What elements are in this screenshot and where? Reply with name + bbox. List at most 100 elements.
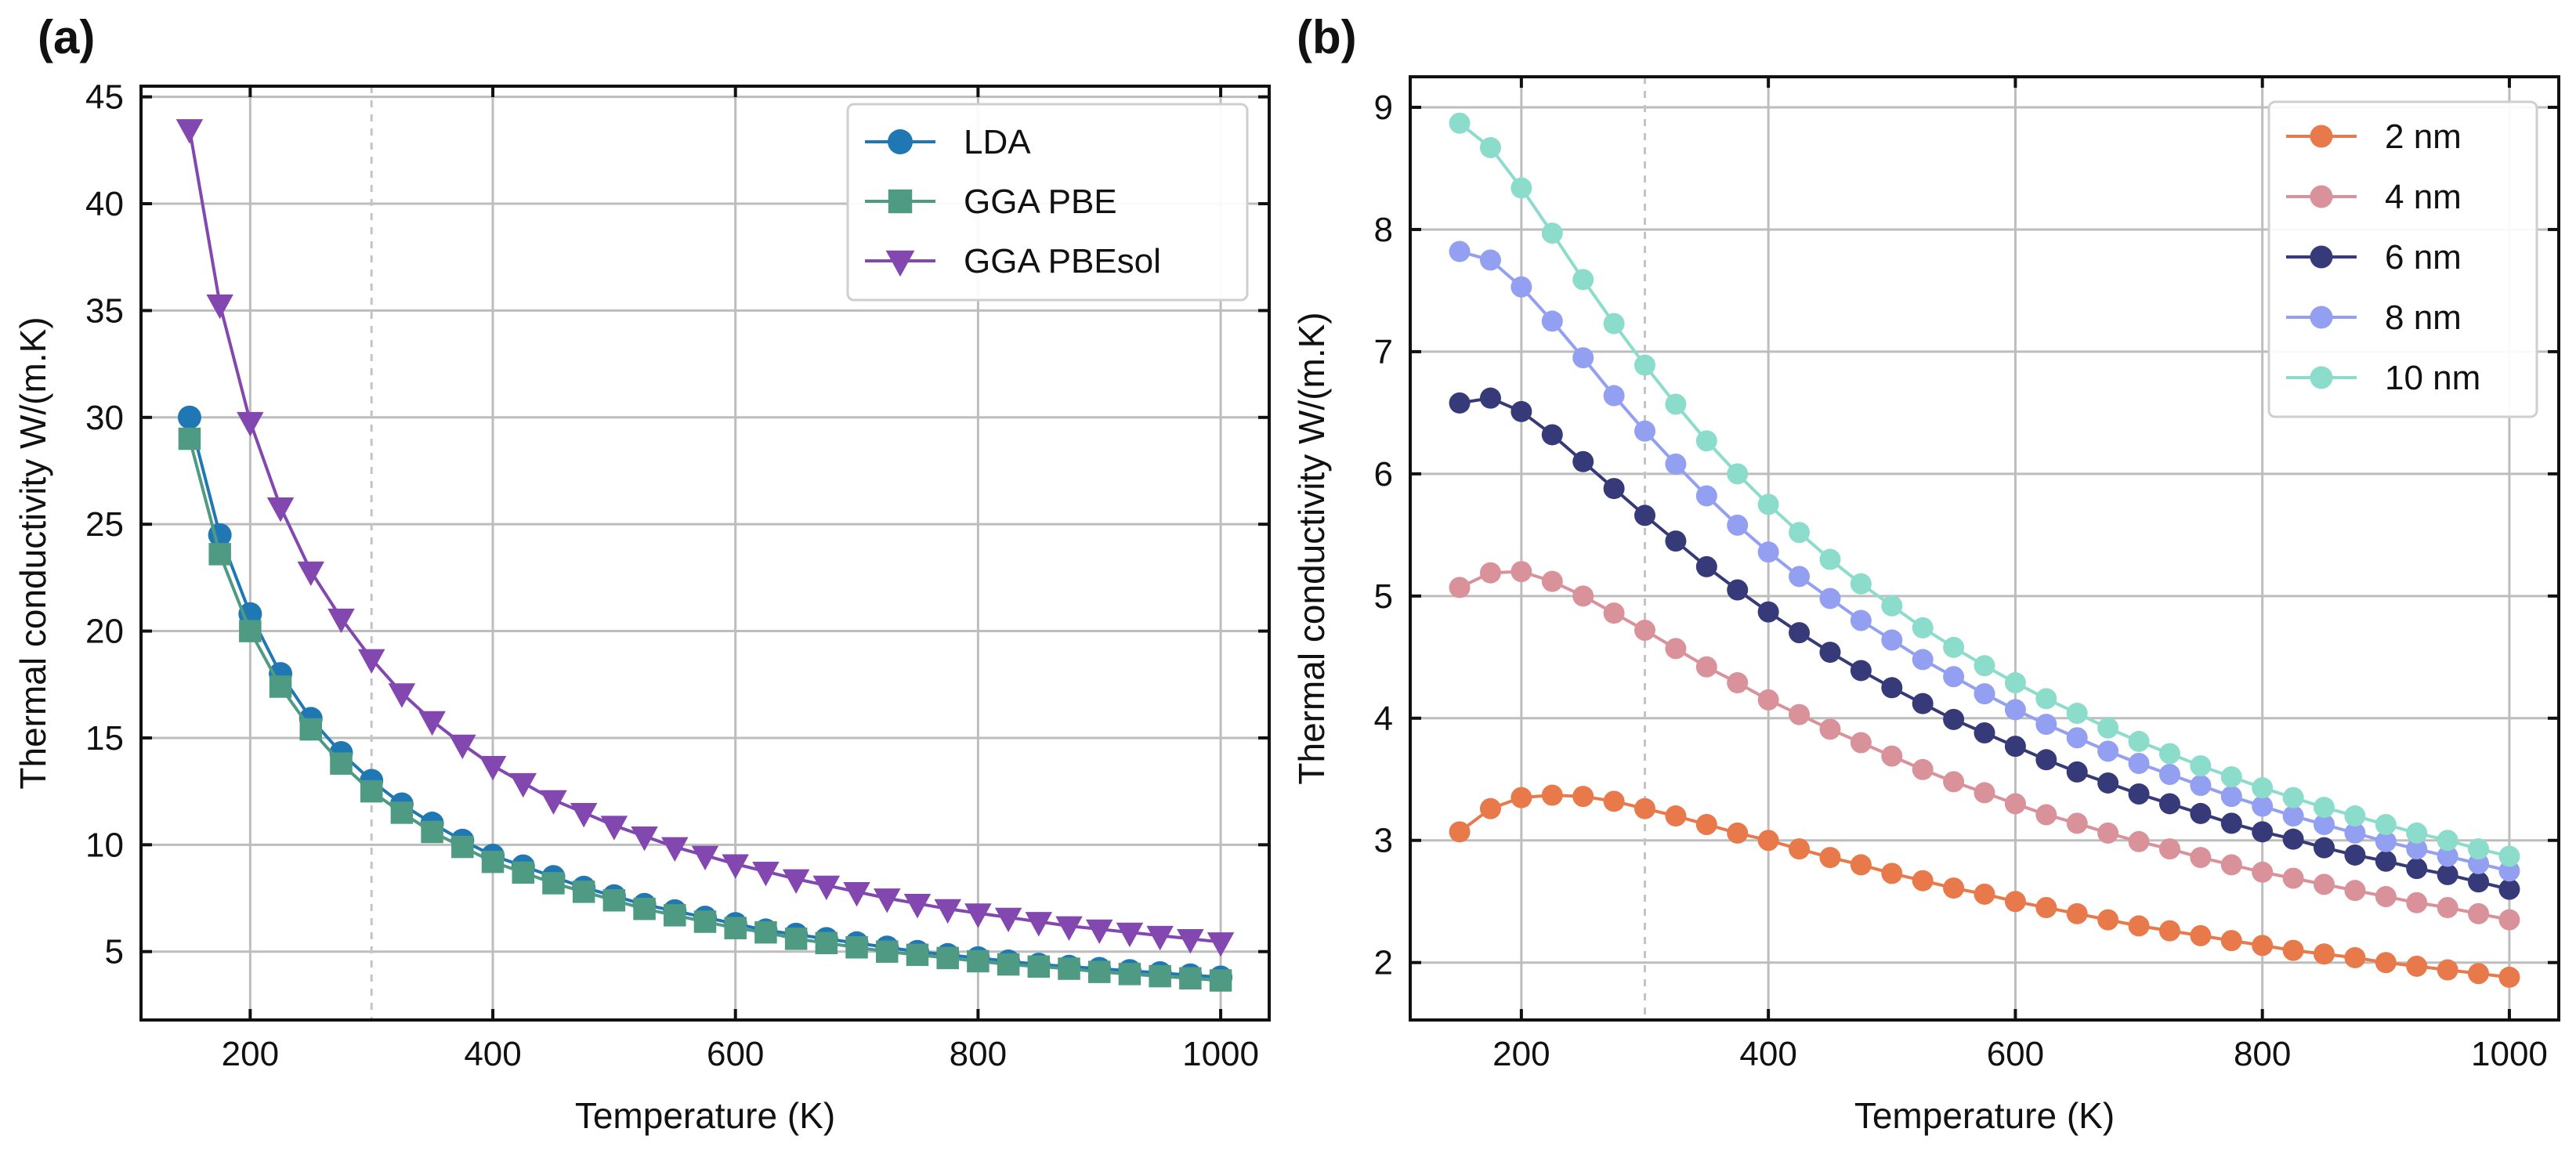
legend-label-gga-pbe: GGA PBE — [964, 183, 1117, 221]
data-point-4-nm — [2313, 873, 2335, 895]
data-point-8-nm — [1757, 541, 1779, 563]
data-point-gga-pbesol — [903, 893, 932, 919]
data-point-10-nm — [1634, 354, 1656, 376]
data-point-6-nm — [1479, 387, 1501, 409]
y-tick-label: 8 — [1374, 211, 1393, 249]
data-point-6-nm — [2097, 772, 2119, 794]
data-point-8-nm — [2158, 764, 2180, 786]
data-point-10-nm — [2004, 672, 2026, 694]
data-point-6-nm — [1881, 677, 1903, 699]
data-point-10-nm — [1850, 573, 1872, 595]
ticks-a: 200 400 600 800 1000 5 10 15 20 25 30 35 40 45 — [85, 78, 1269, 1073]
data-point-6-nm — [1943, 708, 1965, 730]
legend-label-gga-pbesol: GGA PBEsol — [964, 242, 1161, 280]
x-axis-label-b: Temperature (K) — [1854, 1095, 2115, 1136]
data-point-6-nm — [2128, 783, 2150, 805]
data-point-6-nm — [2468, 871, 2490, 893]
data-point-8-nm — [1572, 347, 1594, 369]
legend-marker-6-nm — [2310, 245, 2333, 269]
data-point-8-nm — [2375, 830, 2397, 852]
data-point-4-nm — [1511, 561, 1532, 583]
data-point-8-nm — [1695, 485, 1717, 507]
data-point-2-nm — [1449, 821, 1471, 843]
data-point-8-nm — [2190, 775, 2212, 797]
data-point-gga-pbe — [997, 953, 1020, 976]
data-point-4-nm — [1695, 656, 1717, 678]
data-point-6-nm — [2375, 850, 2397, 872]
data-point-2-nm — [2035, 897, 2057, 919]
data-point-8-nm — [2437, 845, 2458, 867]
data-point-gga-pbe — [1058, 957, 1080, 980]
y-axis-label-b: Thermal conductivity W/(m.K) — [1291, 312, 1332, 784]
data-point-10-nm — [1819, 548, 1841, 570]
data-point-gga-pbesol — [509, 772, 537, 798]
data-point-8-nm — [1449, 241, 1471, 262]
data-point-10-nm — [1943, 636, 1965, 658]
y-tick-label: 2 — [1374, 944, 1393, 982]
x-tick-label: 800 — [2234, 1035, 2291, 1073]
data-point-gga-pbe — [481, 850, 505, 873]
data-point-2-nm — [1665, 805, 1687, 827]
x-tick-label: 600 — [707, 1035, 764, 1073]
data-point-10-nm — [1479, 136, 1501, 158]
legend-a: LDA GGA PBE GGA PBEsol — [846, 103, 1249, 302]
legend-marker-4-nm — [2310, 185, 2333, 208]
data-point-6-nm — [1541, 424, 1563, 446]
data-point-6-nm — [2190, 802, 2212, 824]
plot-frame-a — [139, 85, 1271, 1022]
data-point-8-nm — [2252, 795, 2274, 817]
data-point-gga-pbesol — [237, 411, 264, 437]
data-point-2-nm — [2406, 955, 2428, 977]
data-point-4-nm — [1881, 745, 1903, 767]
data-point-10-nm — [2437, 830, 2458, 852]
data-point-2-nm — [2158, 920, 2180, 942]
x-tick-label: 1000 — [1182, 1035, 1259, 1073]
data-point-6-nm — [2252, 821, 2274, 843]
panel-label-b: (b) — [1297, 11, 1357, 63]
series-2-nm — [1449, 784, 2520, 988]
y-tick-label: 35 — [85, 291, 124, 330]
data-point-2-nm — [1757, 830, 1779, 852]
data-point-10-nm — [2344, 805, 2366, 827]
data-point-4-nm — [2282, 867, 2304, 889]
data-point-gga-pbesol — [418, 711, 446, 736]
data-point-2-nm — [2128, 915, 2150, 937]
data-point-4-nm — [2158, 838, 2180, 860]
data-point-2-nm — [1789, 838, 1811, 860]
series-gga-pbe — [178, 427, 1232, 992]
data-point-6-nm — [2220, 812, 2242, 834]
data-point-8-nm — [1850, 609, 1872, 631]
data-point-10-nm — [1541, 222, 1563, 244]
data-point-2-nm — [2313, 943, 2335, 965]
data-point-6-nm — [1603, 478, 1625, 500]
panel-a: 200 400 600 800 1000 5 10 15 20 25 30 35 40 45 Tempera… — [13, 11, 1271, 1136]
data-point-gga-pbe — [512, 861, 534, 884]
data-point-6-nm — [2066, 761, 2088, 783]
data-point-2-nm — [2066, 902, 2088, 924]
y-axis-label-a: Thermal conductivity W/(m.K) — [13, 316, 53, 789]
data-point-4-nm — [1943, 771, 1965, 793]
data-point-2-nm — [1572, 786, 1594, 808]
data-point-gga-pbesol — [631, 826, 658, 852]
data-point-2-nm — [2344, 946, 2366, 968]
y-tick-label: 30 — [85, 399, 124, 437]
data-point-4-nm — [2190, 847, 2212, 869]
data-point-2-nm — [1695, 813, 1717, 835]
data-point-gga-pbe — [1149, 964, 1171, 988]
data-point-gga-pbe — [845, 936, 868, 959]
data-point-4-nm — [1449, 577, 1471, 599]
data-point-2-nm — [2097, 909, 2119, 931]
data-point-gga-pbe — [1179, 967, 1202, 990]
data-point-8-nm — [2282, 805, 2304, 827]
data-point-4-nm — [2128, 830, 2150, 852]
data-point-10-nm — [1511, 177, 1532, 199]
y-tick-label: 25 — [85, 505, 124, 544]
data-point-gga-pbe — [451, 835, 474, 859]
data-point-6-nm — [2344, 844, 2366, 866]
data-point-lda — [177, 405, 201, 429]
data-point-10-nm — [2220, 766, 2242, 788]
data-point-6-nm — [2313, 837, 2335, 859]
data-point-gga-pbesol — [327, 608, 355, 634]
data-point-gga-pbesol — [540, 790, 567, 816]
data-point-2-nm — [1850, 854, 1872, 876]
